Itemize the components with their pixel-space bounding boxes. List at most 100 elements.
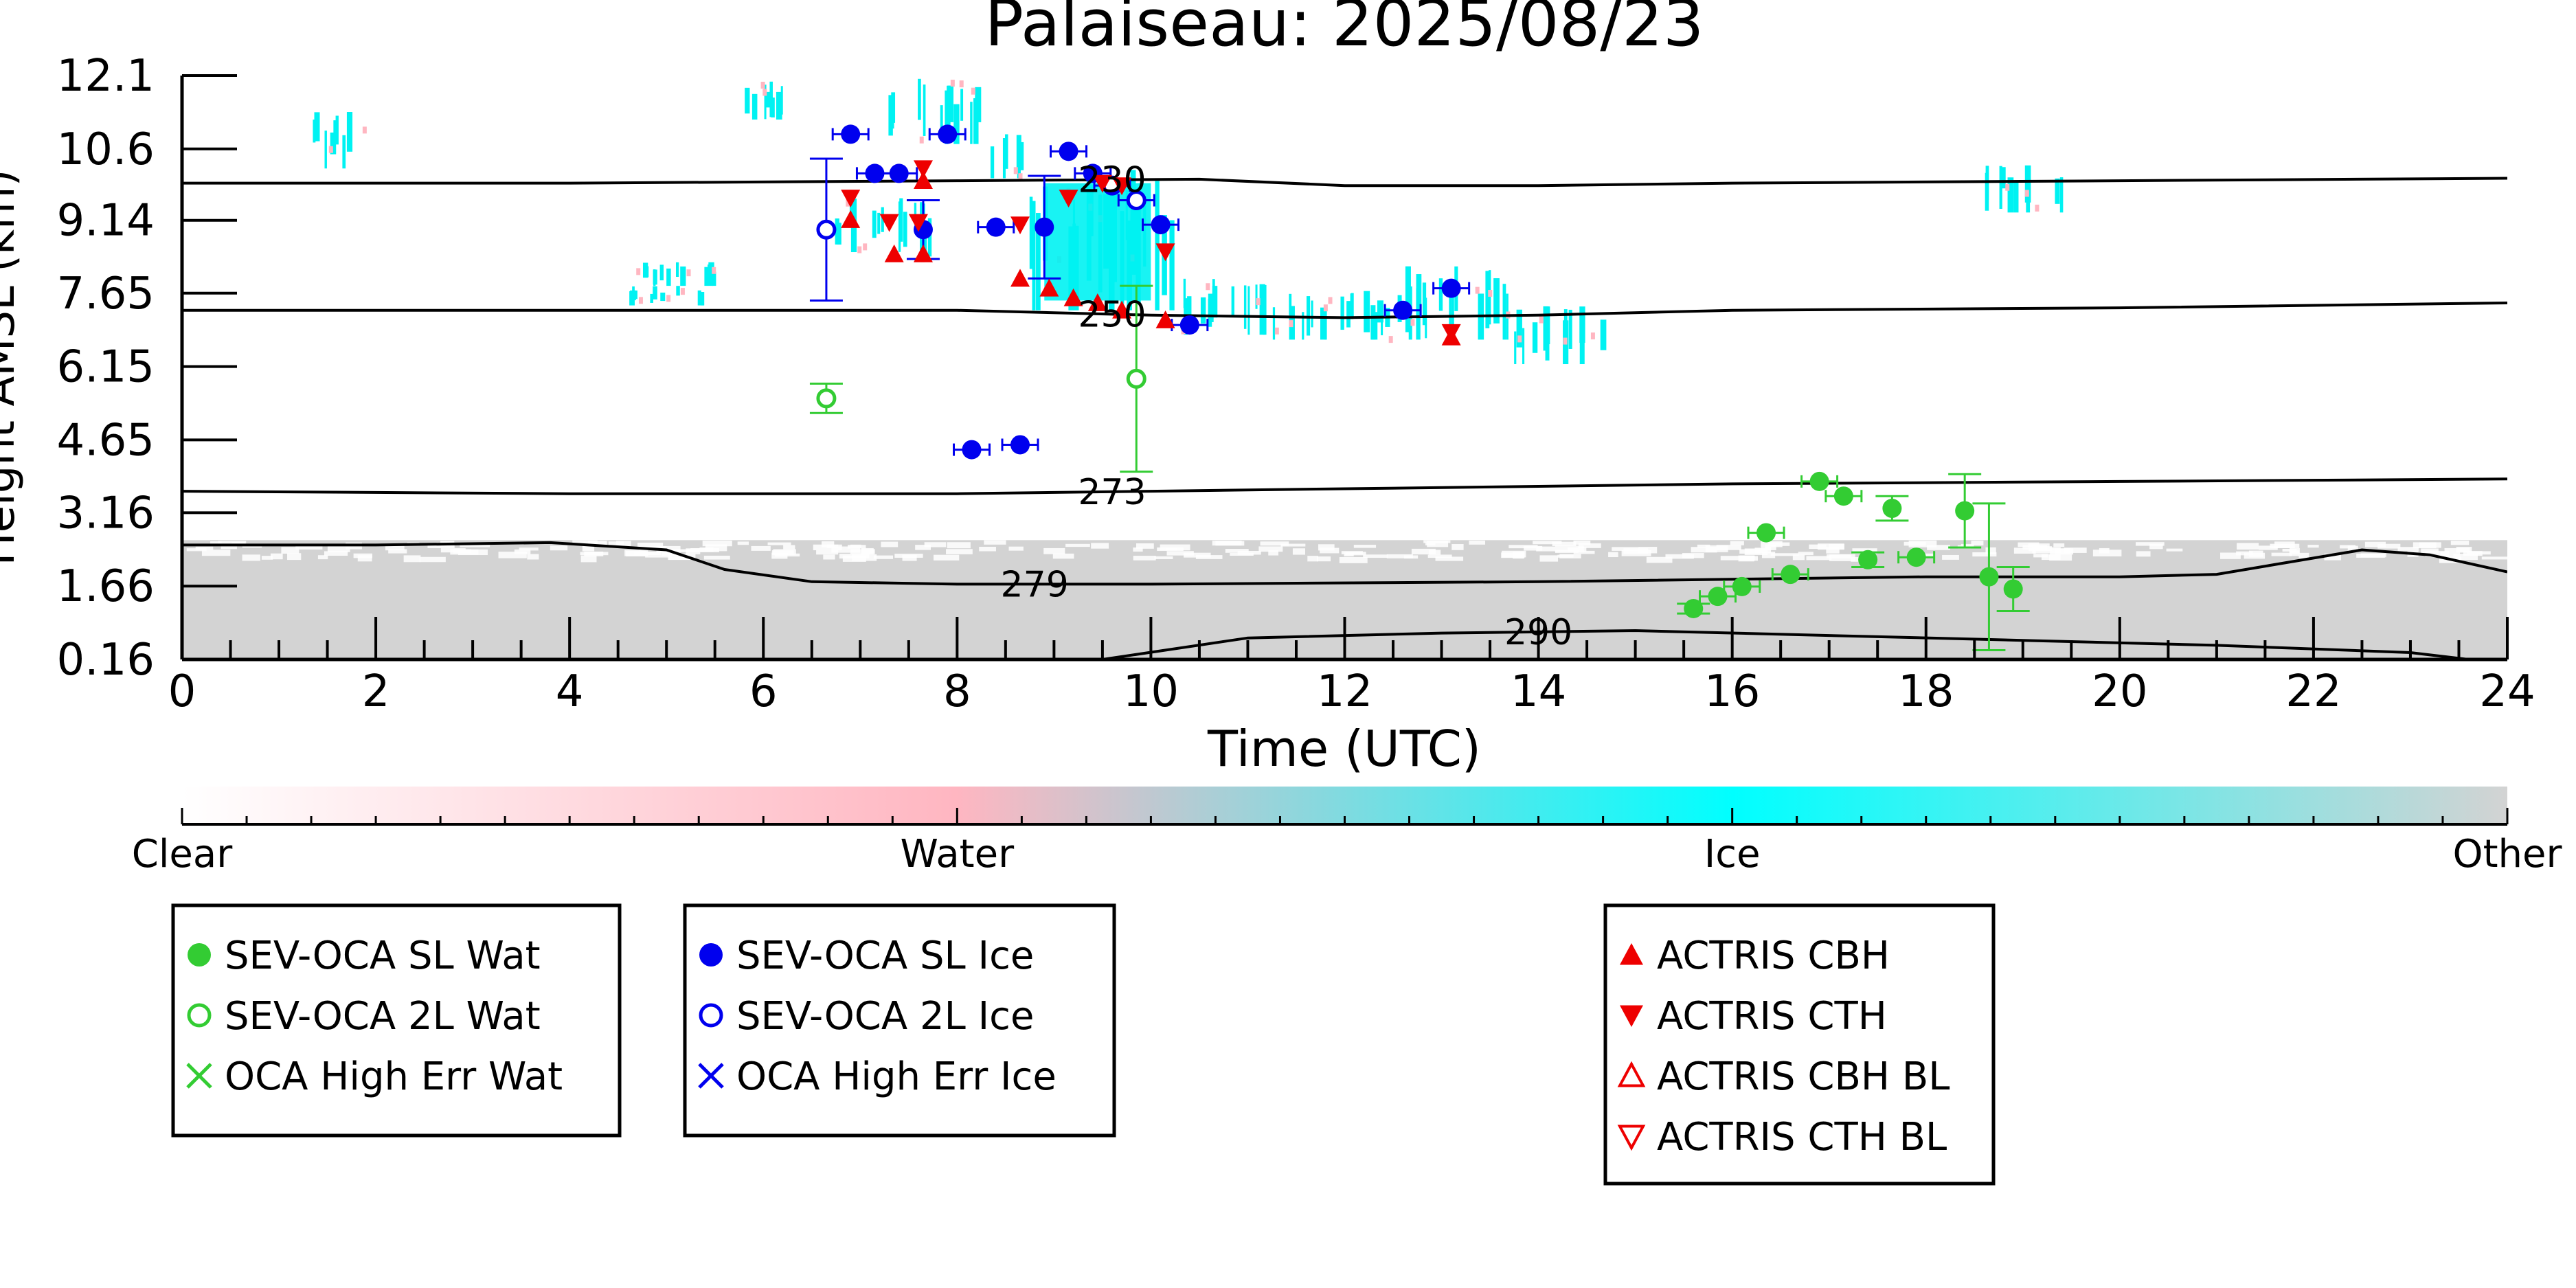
colorbar-label: Clear <box>132 832 233 877</box>
legend-label: SEV-OCA SL Wat <box>225 934 541 978</box>
series-actris-cbh <box>841 171 1461 346</box>
marker-open-circle <box>816 219 837 240</box>
series-sev-oca-sl-wat <box>1677 471 2030 651</box>
cloud-other-gap <box>702 540 732 547</box>
cloud-other-gap <box>1091 543 1109 549</box>
cloud-ice-streak <box>927 218 932 257</box>
marker-filled-circle <box>1955 501 1975 521</box>
marker-open-triangle-up <box>1617 1061 1646 1087</box>
legend-box-1: SEV-OCA SL Wat SEV-OCA 2L Wat OCA High Err… <box>171 903 622 1138</box>
cloud-ice-streak <box>1002 138 1006 179</box>
cloud-other-gap <box>1972 552 1997 557</box>
cloud-ice-streak <box>745 87 750 114</box>
cloud-water-speck <box>1388 336 1393 343</box>
x-tick-label: 2 <box>362 666 390 717</box>
marker-open-circle <box>187 1003 212 1028</box>
cloud-ice-streak <box>1449 293 1451 328</box>
cloud-other-gap <box>2453 554 2478 561</box>
marker-filled-circle <box>1393 300 1413 320</box>
marker-triangle-down <box>1010 216 1030 235</box>
cloud-ice-streak <box>313 120 316 143</box>
cloud-other-gap <box>1740 555 1755 561</box>
cloud-other-gap <box>2450 541 2470 545</box>
colorbar-ticks <box>181 808 2509 824</box>
cloud-other-gap <box>2298 552 2309 558</box>
cloud-other-gap <box>1427 541 1449 547</box>
marker-filled-circle <box>1756 523 1776 543</box>
marker-triangle-down <box>1112 177 1132 196</box>
cloud-other-gap <box>498 552 527 558</box>
cloud-other-gap <box>1363 554 1388 558</box>
cloud-other-gap <box>1730 541 1744 545</box>
contour-line <box>182 541 2507 586</box>
cloud-other-gap <box>767 542 791 545</box>
marker-triangle-up <box>1087 293 1107 311</box>
cloud-ice-streak <box>697 290 701 306</box>
cloud-ice-streak <box>2055 178 2060 204</box>
cloud-water-speck <box>1563 337 1568 345</box>
cloud-other-gap <box>626 550 646 556</box>
x-tick-label: 6 <box>749 666 778 717</box>
cloud-other-gap <box>703 555 730 560</box>
cloud-other-gap <box>317 555 328 560</box>
x-tick-label: 22 <box>2285 666 2341 717</box>
cloud-other-gap <box>1697 544 1710 548</box>
cloud-other-gap <box>2258 545 2278 550</box>
cloud-other-gap <box>1665 554 1694 559</box>
cloud-other-gap <box>281 547 300 554</box>
cloud-other-gap <box>1608 552 1618 558</box>
y-tick-label: 10.6 <box>57 124 155 175</box>
marker-triangle-down <box>1620 1005 1643 1027</box>
cloud-ice-streak <box>314 112 320 142</box>
cloud-other-gap <box>1524 545 1543 551</box>
cloud-other-gap <box>831 546 861 553</box>
x-tick-label: 16 <box>1704 666 1760 717</box>
legend-label: OCA High Err Ice <box>736 1054 1057 1099</box>
colorbar-labels: Clear Water Ice Other <box>132 832 2563 877</box>
marker-triangle-up <box>913 171 933 189</box>
cloud-ice-streak <box>898 201 901 252</box>
cloud-other-gap <box>1691 547 1717 553</box>
data-markers <box>809 124 2030 651</box>
cloud-ice-streak <box>891 101 894 129</box>
cloud-ice-streak <box>1169 220 1175 310</box>
cloud-other-gap <box>1427 554 1452 558</box>
cloud-other-gap <box>1411 548 1436 555</box>
cloud-water-speck <box>1206 283 1210 291</box>
cloud-water-speck <box>1410 319 1415 326</box>
cloud-other-gap <box>1133 547 1143 552</box>
cloud-other-gap <box>2456 547 2472 553</box>
cloud-other-gap <box>1739 549 1760 554</box>
marker-filled-circle <box>841 124 861 144</box>
cloud-water-speck <box>2024 190 2029 197</box>
cloud-other-gap <box>287 553 302 561</box>
cloud-other-gap <box>1533 541 1562 545</box>
cloud-other-gap <box>2307 545 2319 548</box>
cloud-ice-streak <box>1272 307 1276 340</box>
cloud-ice-streak <box>333 120 338 142</box>
cloud-other-gap <box>1765 544 1776 550</box>
cloud-ice-streak <box>1247 286 1250 335</box>
cloud-ice-streak <box>680 266 686 286</box>
cloud-water-speck <box>362 126 367 134</box>
contour-line <box>182 177 2507 188</box>
marker-filled-circle <box>1809 471 1829 491</box>
cloud-other-gap <box>1133 556 1156 561</box>
cloud-ice-streak <box>1371 312 1378 340</box>
marker-open-circle <box>1126 368 1146 389</box>
cloud-ice-streak <box>1485 271 1490 328</box>
cloud-other-gap <box>705 544 727 552</box>
cloud-other-gap <box>662 550 679 556</box>
cloud-ice-streak <box>1259 284 1265 335</box>
cloud-other-gap <box>668 556 690 561</box>
cloud-other-gap <box>1798 552 1814 556</box>
cloud-water-speck <box>1323 304 1328 312</box>
cloud-other-gap <box>221 545 237 550</box>
cloud-ice-streak <box>1311 300 1313 328</box>
cloud-other-gap <box>1429 550 1441 555</box>
cloud-water-speck <box>1539 316 1544 324</box>
cloud-water-speck <box>1256 298 1261 306</box>
marker-triangle-down <box>1059 190 1078 207</box>
cloud-ice-streak <box>708 264 713 286</box>
